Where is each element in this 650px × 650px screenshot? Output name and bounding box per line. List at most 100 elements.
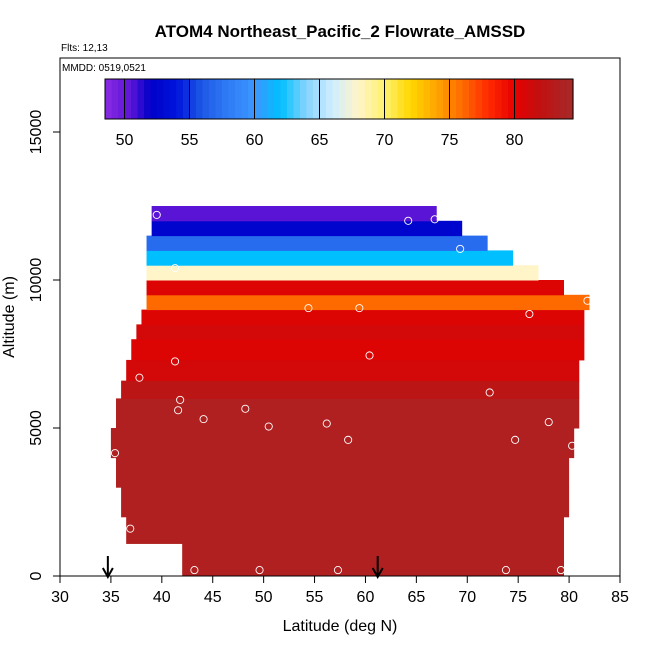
observation-point	[264, 422, 273, 431]
x-tick-label: 60	[357, 589, 375, 606]
colorbar-segment	[566, 79, 574, 119]
colorbar-segment	[118, 79, 126, 119]
heatmap-cell	[182, 543, 564, 577]
colorbar-segment	[189, 79, 197, 119]
colorbar-frame	[104, 78, 574, 120]
colorbar-segment	[202, 79, 210, 119]
x-tick-label: 85	[611, 589, 629, 606]
y-tick-label: 0	[28, 571, 45, 580]
heatmap-cell	[126, 359, 580, 382]
y-axis-label: Altitude (m)	[1, 276, 18, 358]
observation-point	[344, 435, 353, 444]
heatmap-cell	[146, 250, 514, 266]
observation-point	[485, 388, 494, 397]
colorbar-tick-label: 55	[181, 132, 199, 149]
colorbar-segment	[391, 79, 399, 119]
observation-point	[333, 566, 343, 575]
observation-points	[110, 210, 592, 575]
colorbar-segment	[482, 79, 490, 119]
colorbar-segment	[358, 79, 366, 119]
x-tick-label: 40	[153, 589, 171, 606]
colorbar-segment	[176, 79, 184, 119]
observation-point	[355, 304, 364, 313]
heatmap-cell	[131, 339, 585, 361]
observation-point	[135, 373, 144, 382]
colorbar: 50 55 60 65 70 75 80	[104, 78, 574, 149]
colorbar-segment	[313, 79, 321, 119]
colorbar-segment	[514, 79, 522, 119]
colorbar-segment	[560, 79, 568, 119]
colorbar-segment	[384, 79, 392, 119]
colorbar-segment	[449, 79, 457, 119]
y-axis: 0 5000 10000 15000	[28, 110, 60, 580]
observation-point	[176, 395, 185, 404]
heatmap-cell	[110, 428, 575, 459]
observation-point	[110, 449, 120, 458]
colorbar-segment	[300, 79, 308, 119]
x-tick-label: 70	[458, 589, 476, 606]
heatmap-cell	[116, 457, 570, 488]
colorbar-segment	[287, 79, 295, 119]
colorbar-segment	[196, 79, 204, 119]
flight-arrows	[101, 556, 384, 580]
colorbar-tick-label: 75	[441, 132, 459, 149]
observation-point	[171, 357, 180, 366]
colorbar-tick-label: 65	[311, 132, 329, 149]
colorbar-segment	[293, 79, 301, 119]
colorbar-segment	[345, 79, 353, 119]
colorbar-segment	[131, 79, 139, 119]
colorbar-segment	[183, 79, 191, 119]
observation-point	[255, 566, 264, 575]
colorbar-segment	[521, 79, 529, 119]
x-tick-label: 45	[204, 589, 222, 606]
heatmap-cell	[146, 235, 488, 251]
colorbar-segment	[436, 79, 444, 119]
colorbar-segment	[163, 79, 171, 119]
colorbar-segment	[235, 79, 243, 119]
heatmap-cell	[116, 398, 580, 429]
colorbar-segment	[410, 79, 418, 119]
observation-point	[556, 566, 565, 575]
colorbar-segment	[553, 79, 561, 119]
observation-point	[456, 244, 465, 253]
observation-point	[304, 304, 313, 313]
heatmap-cell	[141, 309, 585, 325]
colorbar-segment	[508, 79, 516, 119]
colorbar-segment	[371, 79, 379, 119]
colorbar-segment	[456, 79, 464, 119]
colorbar-segment	[397, 79, 405, 119]
colorbar-segment	[215, 79, 223, 119]
heatmap-cell	[121, 487, 570, 518]
plot-frame	[59, 57, 621, 577]
colorbar-segment	[495, 79, 503, 119]
observation-point	[544, 418, 553, 427]
colorbar-segment	[228, 79, 236, 119]
colorbar-segment	[488, 79, 496, 119]
heatmap-cell	[151, 206, 437, 222]
colorbar-segment	[378, 79, 386, 119]
observation-point	[525, 309, 534, 319]
heatmap-cell	[151, 220, 463, 237]
observation-point	[365, 351, 374, 360]
colorbar-segment	[254, 79, 262, 119]
colorbar-segment	[157, 79, 165, 119]
colorbar-segment	[144, 79, 152, 119]
colorbar-segment	[319, 79, 327, 119]
x-tick-label: 65	[407, 589, 425, 606]
colorbar-segment	[430, 79, 438, 119]
heatmap-cell	[121, 380, 580, 399]
observation-point	[152, 210, 161, 219]
colorbar-segment	[150, 79, 158, 119]
colorbar-segment	[261, 79, 269, 119]
colorbar-segment	[352, 79, 360, 119]
colorbar-segment	[105, 79, 113, 119]
y-tick-label: 5000	[28, 410, 45, 446]
heatmap-cell	[146, 280, 564, 296]
observation-point	[568, 441, 577, 450]
colorbar-segment	[124, 79, 132, 119]
observation-point	[124, 546, 133, 555]
colorbar-segment	[417, 79, 425, 119]
colorbar-segment	[137, 79, 145, 119]
colorbar-segment	[248, 79, 256, 119]
colorbar-segment	[475, 79, 483, 119]
